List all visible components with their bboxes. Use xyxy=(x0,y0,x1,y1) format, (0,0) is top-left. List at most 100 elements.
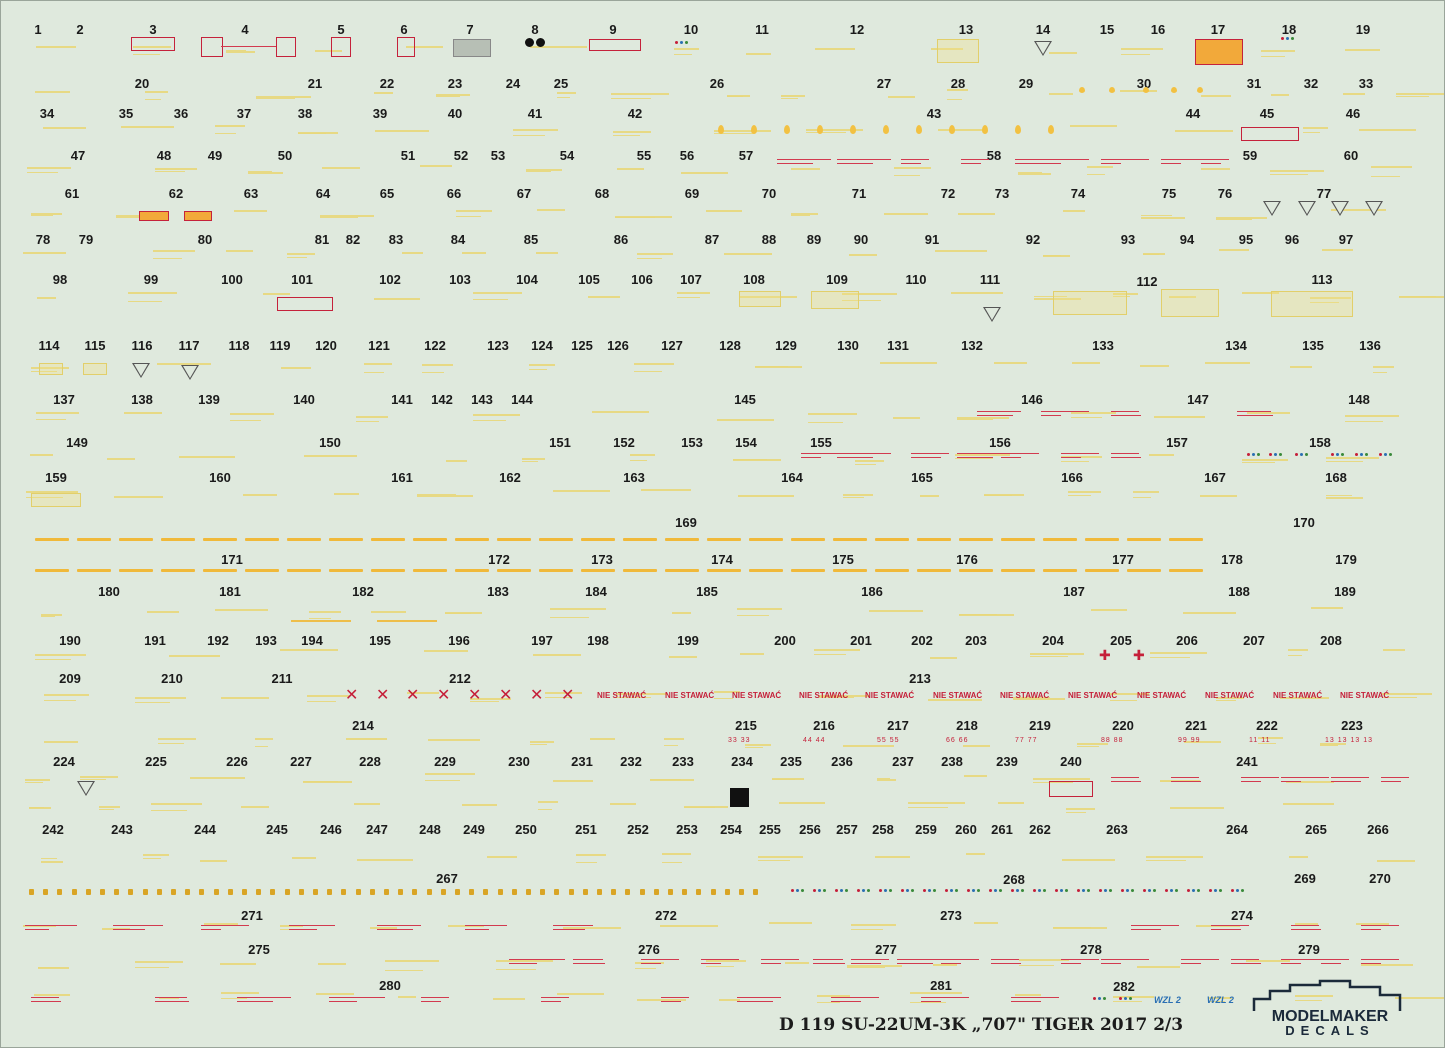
red-stencil-line xyxy=(921,997,969,998)
stencil-line xyxy=(739,653,764,656)
nav-light-dots xyxy=(675,41,688,44)
color-dot xyxy=(933,889,936,892)
stencil-line xyxy=(317,962,347,965)
stencil-line xyxy=(576,862,597,864)
decal-number: 227 xyxy=(290,754,312,769)
stencil-line xyxy=(169,655,220,658)
stencil-line xyxy=(1013,696,1050,698)
decal-number: 134 xyxy=(1225,338,1247,353)
decal-number: 192 xyxy=(207,633,229,648)
stencil-box xyxy=(1271,291,1353,317)
color-dot xyxy=(967,889,970,892)
red-stencil-line xyxy=(837,163,873,164)
red-stencil-line xyxy=(155,1001,189,1002)
small-warning-triangle xyxy=(696,889,702,895)
stencil-line xyxy=(1018,964,1055,966)
stencil-line xyxy=(225,249,254,252)
decal-number: 191 xyxy=(144,633,166,648)
color-dot xyxy=(801,889,804,892)
red-stencil-line xyxy=(701,963,721,964)
stencil-line xyxy=(134,961,184,964)
decal-number: 5 xyxy=(337,22,345,37)
decal-number: 278 xyxy=(1080,942,1102,957)
brand-modelmaker: MODELMAKER xyxy=(1272,1008,1389,1025)
red-stencil-line xyxy=(991,963,1021,964)
red-stencil-line xyxy=(31,997,59,998)
decal-number: 154 xyxy=(735,435,757,450)
stencil-line xyxy=(1370,175,1400,177)
stencil-line xyxy=(883,212,928,215)
nav-light-dots xyxy=(835,889,848,892)
small-warning-triangle xyxy=(142,889,148,895)
stencil-line xyxy=(724,252,773,255)
stencil-line xyxy=(30,370,58,372)
stencil-line xyxy=(846,964,902,967)
stencil-line xyxy=(31,213,63,216)
decal-number: 19 xyxy=(1355,22,1371,37)
red-stencil-line xyxy=(761,959,799,960)
yellow-stripe xyxy=(371,569,405,572)
stencil-line xyxy=(262,293,290,296)
grid-plate xyxy=(453,39,491,57)
nav-light-dots xyxy=(1295,453,1308,456)
decal-number: 217 xyxy=(887,718,909,733)
decal-number: 87 xyxy=(704,232,720,247)
black-square xyxy=(730,788,749,807)
red-stencil-line xyxy=(851,959,889,960)
decal-number: 252 xyxy=(627,822,649,837)
stencil-line xyxy=(422,363,454,366)
stencil-line xyxy=(513,128,559,131)
stencil-line xyxy=(744,746,764,748)
stencil-line xyxy=(526,170,552,172)
yellow-stripe xyxy=(581,538,615,541)
decal-number: 77 xyxy=(1316,186,1332,201)
decal-number: 115 xyxy=(84,338,106,353)
red-stencil-box xyxy=(397,37,415,57)
stencil-line xyxy=(964,774,987,777)
stencil-line xyxy=(552,490,610,493)
stencil-line xyxy=(550,616,590,618)
decal-number: 221 xyxy=(1185,718,1207,733)
stencil-line xyxy=(1042,255,1062,257)
stencil-line xyxy=(528,363,556,366)
decal-number: 204 xyxy=(1042,633,1064,648)
decal-number: 116 xyxy=(131,338,153,353)
stencil-line xyxy=(1257,737,1284,740)
stencil-line xyxy=(114,496,164,499)
stencil-line xyxy=(633,363,675,366)
stencil-line xyxy=(744,744,771,747)
red-stencil-line xyxy=(1001,457,1021,458)
stencil-line xyxy=(1310,301,1339,303)
red-stencil-line xyxy=(155,997,187,998)
decal-number: 148 xyxy=(1348,392,1370,407)
red-number-pair: 11 11 xyxy=(1249,737,1271,744)
decal-number: 159 xyxy=(45,470,67,485)
yellow-stripe xyxy=(77,569,111,572)
stencil-line xyxy=(254,738,274,741)
stencil-line xyxy=(1062,209,1085,212)
stencil-line xyxy=(315,993,354,996)
red-stencil-line xyxy=(737,997,781,998)
decal-number: 109 xyxy=(826,272,848,287)
yellow-underline xyxy=(291,620,351,622)
decal-number: 110 xyxy=(905,272,927,287)
color-dot xyxy=(818,889,821,892)
red-x-mark: ✕ xyxy=(561,685,575,704)
yellow-stripe xyxy=(749,569,783,572)
stencil-line xyxy=(1216,697,1244,700)
stencil-line xyxy=(203,922,239,925)
decal-number: 10 xyxy=(683,22,699,37)
stencil-line xyxy=(281,367,312,370)
decal-number: 174 xyxy=(711,552,733,567)
stencil-line xyxy=(1361,963,1413,966)
stencil-line xyxy=(220,963,257,966)
stencil-line xyxy=(143,854,169,857)
stencil-line xyxy=(1382,693,1432,696)
stencil-line xyxy=(229,420,261,422)
decal-number: 236 xyxy=(831,754,853,769)
red-stencil-line xyxy=(31,1001,61,1002)
stencil-line xyxy=(1257,742,1276,744)
yellow-stripe xyxy=(1127,538,1161,541)
color-dot xyxy=(955,889,958,892)
stencil-line xyxy=(538,809,553,811)
